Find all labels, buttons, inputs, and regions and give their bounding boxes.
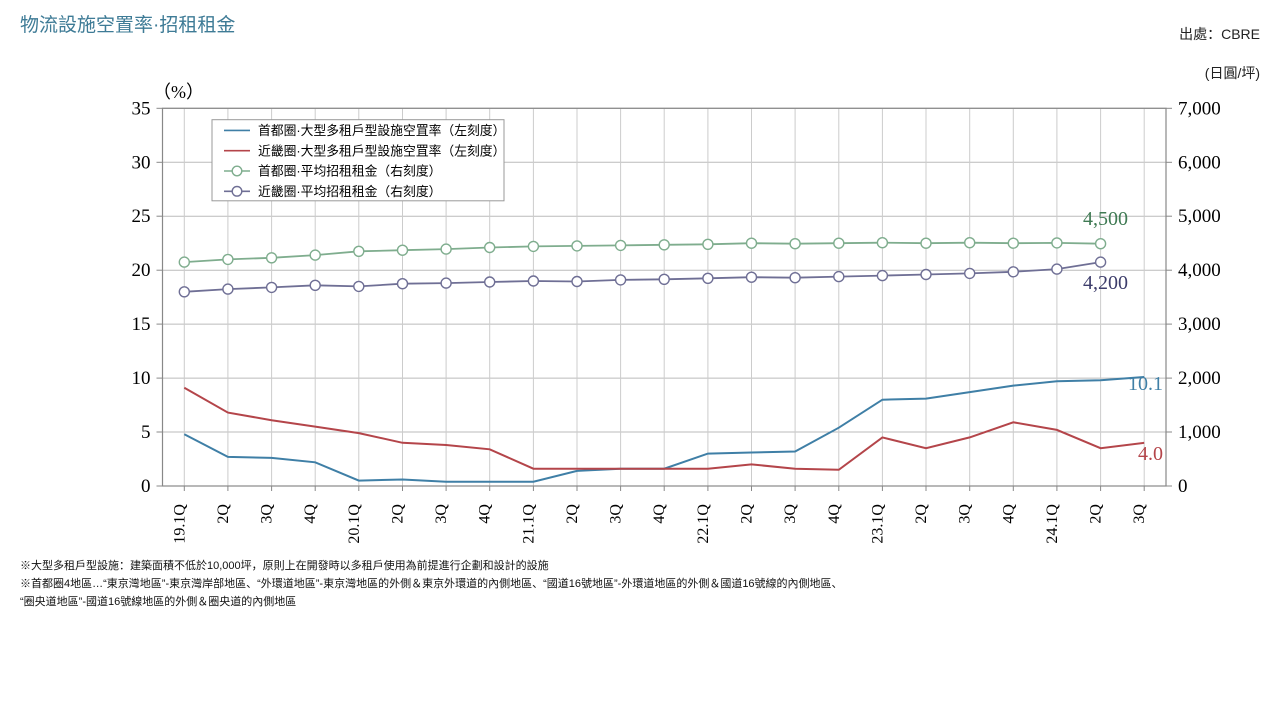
svg-text:2Q: 2Q	[913, 504, 930, 524]
svg-text:4Q: 4Q	[826, 504, 843, 524]
svg-text:2Q: 2Q	[739, 504, 756, 524]
svg-text:22.1Q: 22.1Q	[695, 504, 712, 544]
svg-text:近畿圈·平均招租租金（右刻度）: 近畿圈·平均招租租金（右刻度）	[258, 184, 441, 199]
svg-text:2Q: 2Q	[390, 504, 407, 524]
svg-text:23.1Q: 23.1Q	[869, 504, 886, 544]
svg-text:近畿圈·大型多租戶型設施空罝率（左刻度）: 近畿圈·大型多租戶型設施空罝率（左刻度）	[258, 143, 505, 158]
svg-text:4,500: 4,500	[1083, 208, 1128, 230]
svg-text:5: 5	[141, 422, 151, 443]
svg-text:0: 0	[141, 476, 151, 497]
svg-text:19.1Q: 19.1Q	[171, 504, 188, 544]
svg-text:3,000: 3,000	[1178, 314, 1221, 335]
svg-text:4Q: 4Q	[1000, 504, 1017, 524]
svg-text:10.1: 10.1	[1128, 373, 1163, 395]
svg-text:30: 30	[132, 152, 151, 173]
svg-text:3Q: 3Q	[782, 504, 799, 524]
svg-text:35: 35	[132, 98, 151, 119]
svg-text:（%）: （%）	[153, 82, 204, 102]
svg-text:24.1Q: 24.1Q	[1044, 504, 1061, 544]
svg-text:25: 25	[132, 206, 151, 227]
svg-text:4Q: 4Q	[477, 504, 494, 524]
svg-text:首都圈·大型多租戶型設施空罝率（左刻度）: 首都圈·大型多租戶型設施空罝率（左刻度）	[258, 123, 505, 138]
svg-text:4Q: 4Q	[651, 504, 668, 524]
svg-text:15: 15	[132, 314, 151, 335]
svg-text:3Q: 3Q	[1131, 504, 1148, 524]
svg-text:4Q: 4Q	[302, 504, 319, 524]
svg-text:4,200: 4,200	[1083, 272, 1128, 294]
svg-text:5,000: 5,000	[1178, 206, 1221, 227]
svg-text:10: 10	[132, 368, 151, 389]
svg-text:6,000: 6,000	[1178, 152, 1221, 173]
svg-text:3Q: 3Q	[259, 504, 276, 524]
svg-text:0: 0	[1178, 476, 1188, 497]
svg-text:20.1Q: 20.1Q	[346, 504, 363, 544]
svg-text:3Q: 3Q	[957, 504, 974, 524]
svg-text:2Q: 2Q	[215, 504, 232, 524]
svg-text:20: 20	[132, 260, 151, 281]
svg-text:3Q: 3Q	[608, 504, 625, 524]
svg-text:2Q: 2Q	[1088, 504, 1105, 524]
svg-text:2Q: 2Q	[564, 504, 581, 524]
svg-text:21.1Q: 21.1Q	[520, 504, 537, 544]
svg-text:1,000: 1,000	[1178, 422, 1221, 443]
svg-text:7,000: 7,000	[1178, 98, 1221, 119]
svg-text:3Q: 3Q	[433, 504, 450, 524]
svg-text:4,000: 4,000	[1178, 260, 1221, 281]
svg-text:4.0: 4.0	[1138, 443, 1163, 465]
svg-text:首都圈·平均招租租金（右刻度）: 首都圈·平均招租租金（右刻度）	[258, 164, 441, 179]
svg-text:2,000: 2,000	[1178, 368, 1221, 389]
